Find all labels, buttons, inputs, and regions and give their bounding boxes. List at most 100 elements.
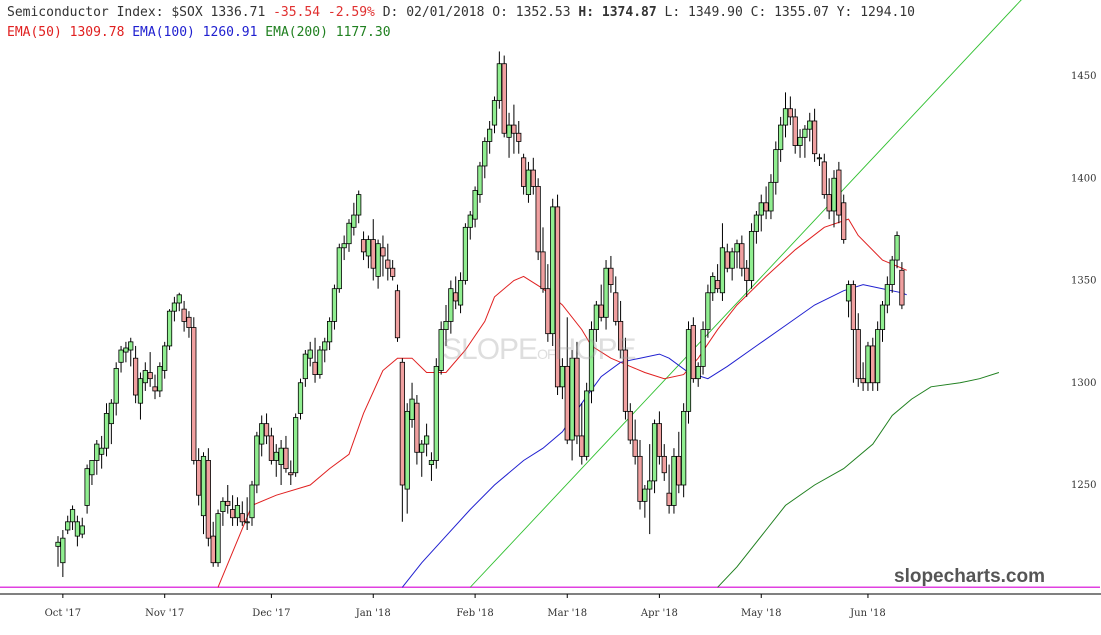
candle-body [244, 521, 250, 524]
candle [234, 497, 241, 526]
candle [477, 161, 483, 203]
candle [501, 55, 507, 138]
candle-body [554, 206, 561, 388]
candle-body [385, 259, 391, 269]
candle-body [200, 455, 207, 517]
open-value: 1352.53 [515, 5, 571, 20]
candle [831, 170, 837, 228]
candle [196, 448, 202, 506]
candle [118, 345, 124, 373]
candle-body [618, 320, 624, 351]
candle-body [94, 443, 100, 461]
candle-body [147, 372, 153, 380]
candle-body [710, 276, 716, 294]
candle [385, 243, 391, 281]
candle-body [210, 535, 216, 564]
candle [123, 341, 129, 363]
candle-body [875, 329, 881, 384]
x-tick-label: Apr '18 [640, 608, 678, 619]
candle-body [778, 124, 784, 151]
candle [113, 362, 119, 416]
candle-body [414, 402, 420, 453]
candle-body [278, 447, 284, 465]
candle-body [719, 247, 726, 294]
candle-body [322, 341, 328, 351]
candle-body [807, 120, 813, 130]
candle-body [792, 116, 798, 146]
y-value: 1294.10 [860, 5, 916, 20]
candle-body [516, 132, 522, 142]
candle-body [171, 302, 177, 312]
candle-body [550, 206, 556, 335]
candle-body [472, 190, 478, 220]
candle [103, 403, 110, 457]
high-value: 1374.87 [601, 5, 657, 20]
candle [899, 262, 905, 310]
candle-body [351, 214, 357, 228]
candle-body [496, 63, 502, 101]
candle [734, 239, 740, 269]
candle-body [191, 327, 197, 461]
ema50-line [217, 218, 907, 588]
candle-body [317, 349, 323, 375]
candle-body [288, 472, 294, 476]
candle-body [521, 157, 527, 187]
candle-body [613, 292, 619, 322]
candle [802, 125, 808, 158]
candle [268, 427, 275, 465]
candle-body [671, 455, 677, 506]
candle-body [453, 292, 459, 302]
indicator-legend: EMA(50) 1309.78 EMA(100) 1260.91 EMA(200… [7, 25, 391, 40]
candle-body [55, 541, 61, 547]
candle [225, 485, 231, 514]
candle-body [739, 243, 745, 269]
ema-layer [217, 218, 1000, 588]
x-tick-label: Feb '18 [456, 608, 493, 619]
candle-body [797, 136, 803, 146]
candle [166, 309, 173, 351]
candle [419, 440, 425, 477]
candle-body [186, 316, 192, 328]
candle-body [229, 509, 236, 519]
candle [137, 372, 144, 420]
candle [821, 153, 827, 199]
candle-body [196, 460, 202, 496]
candle [55, 536, 61, 567]
candle-body [661, 455, 667, 474]
ema200-line [717, 372, 1000, 588]
candle-body [637, 455, 643, 502]
y-tick-label: 1300 [1071, 378, 1096, 389]
low-value: 1349.90 [688, 5, 743, 20]
x-tick-label: Nov '17 [145, 608, 184, 619]
candle [394, 284, 401, 342]
candle-body [734, 243, 740, 253]
candle [414, 395, 420, 465]
candle-body [511, 124, 517, 134]
candle-body [457, 280, 464, 306]
candle [457, 272, 464, 314]
candle-body [84, 468, 90, 506]
candle-body [239, 513, 245, 523]
candle-body [409, 398, 415, 420]
candle [598, 284, 604, 322]
candle [744, 260, 750, 297]
y-tick-label: 1350 [1071, 276, 1096, 287]
candle [525, 161, 532, 203]
candle-body [865, 345, 871, 384]
candle [836, 161, 842, 224]
candle [370, 219, 376, 281]
candle [487, 120, 493, 154]
candle [875, 321, 881, 391]
candle [423, 423, 430, 457]
candle [521, 153, 527, 195]
candle [128, 337, 134, 367]
candle [545, 264, 551, 342]
candle-body [482, 141, 488, 167]
candle [176, 292, 182, 312]
candle-body [259, 423, 265, 445]
candle-body [491, 100, 498, 126]
candle [884, 276, 890, 314]
y-label: Y: [836, 5, 853, 20]
candle-body [113, 368, 119, 404]
